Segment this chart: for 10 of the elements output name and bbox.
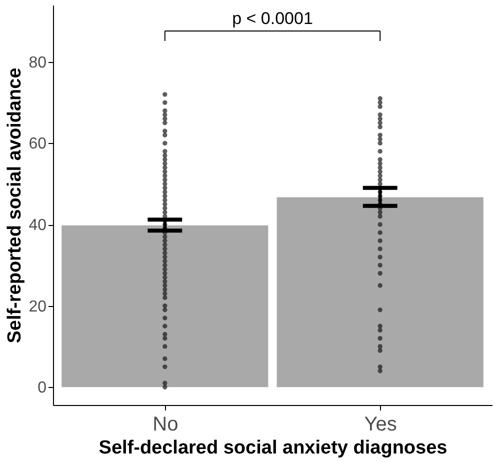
x-axis-title: Self-declared social anxiety diagnoses (98, 438, 448, 458)
y-tick-label: 20 (28, 298, 47, 316)
y-tick-label: 40 (28, 217, 47, 234)
y-tick-label: 60 (28, 136, 47, 153)
y-axis-title: Self-reported social avoidance (4, 68, 26, 344)
x-tick-label: No (152, 414, 178, 436)
y-tick-label: 80 (28, 54, 47, 72)
x-tick-label: Yes (364, 414, 397, 436)
y-tick-label: 0 (38, 380, 47, 397)
annotation: p < 0.0001 (232, 9, 313, 28)
